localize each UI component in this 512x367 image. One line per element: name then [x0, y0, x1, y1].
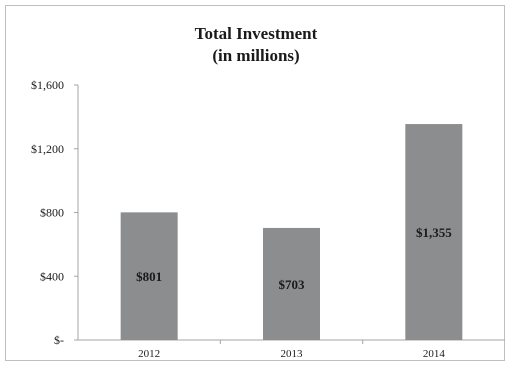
bar-value-label: $1,355 — [416, 225, 452, 240]
y-tick-label: $- — [54, 333, 64, 347]
x-tick-label: 2013 — [281, 348, 304, 360]
bar — [120, 212, 178, 340]
x-tick-label: 2012 — [138, 348, 160, 360]
y-tick-label: $1,200 — [31, 142, 64, 156]
y-tick-label: $1,600 — [31, 78, 64, 92]
y-tick-label: $800 — [40, 206, 64, 220]
x-tick-label: 2014 — [423, 348, 446, 360]
bar — [263, 227, 320, 340]
bar — [405, 124, 463, 340]
chart-title: Total Investment — [194, 24, 318, 43]
bar-value-label: $703 — [279, 277, 306, 292]
bar-value-label: $801 — [136, 269, 162, 284]
chart-subtitle: (in millions) — [212, 46, 300, 65]
y-tick-label: $400 — [40, 269, 64, 283]
